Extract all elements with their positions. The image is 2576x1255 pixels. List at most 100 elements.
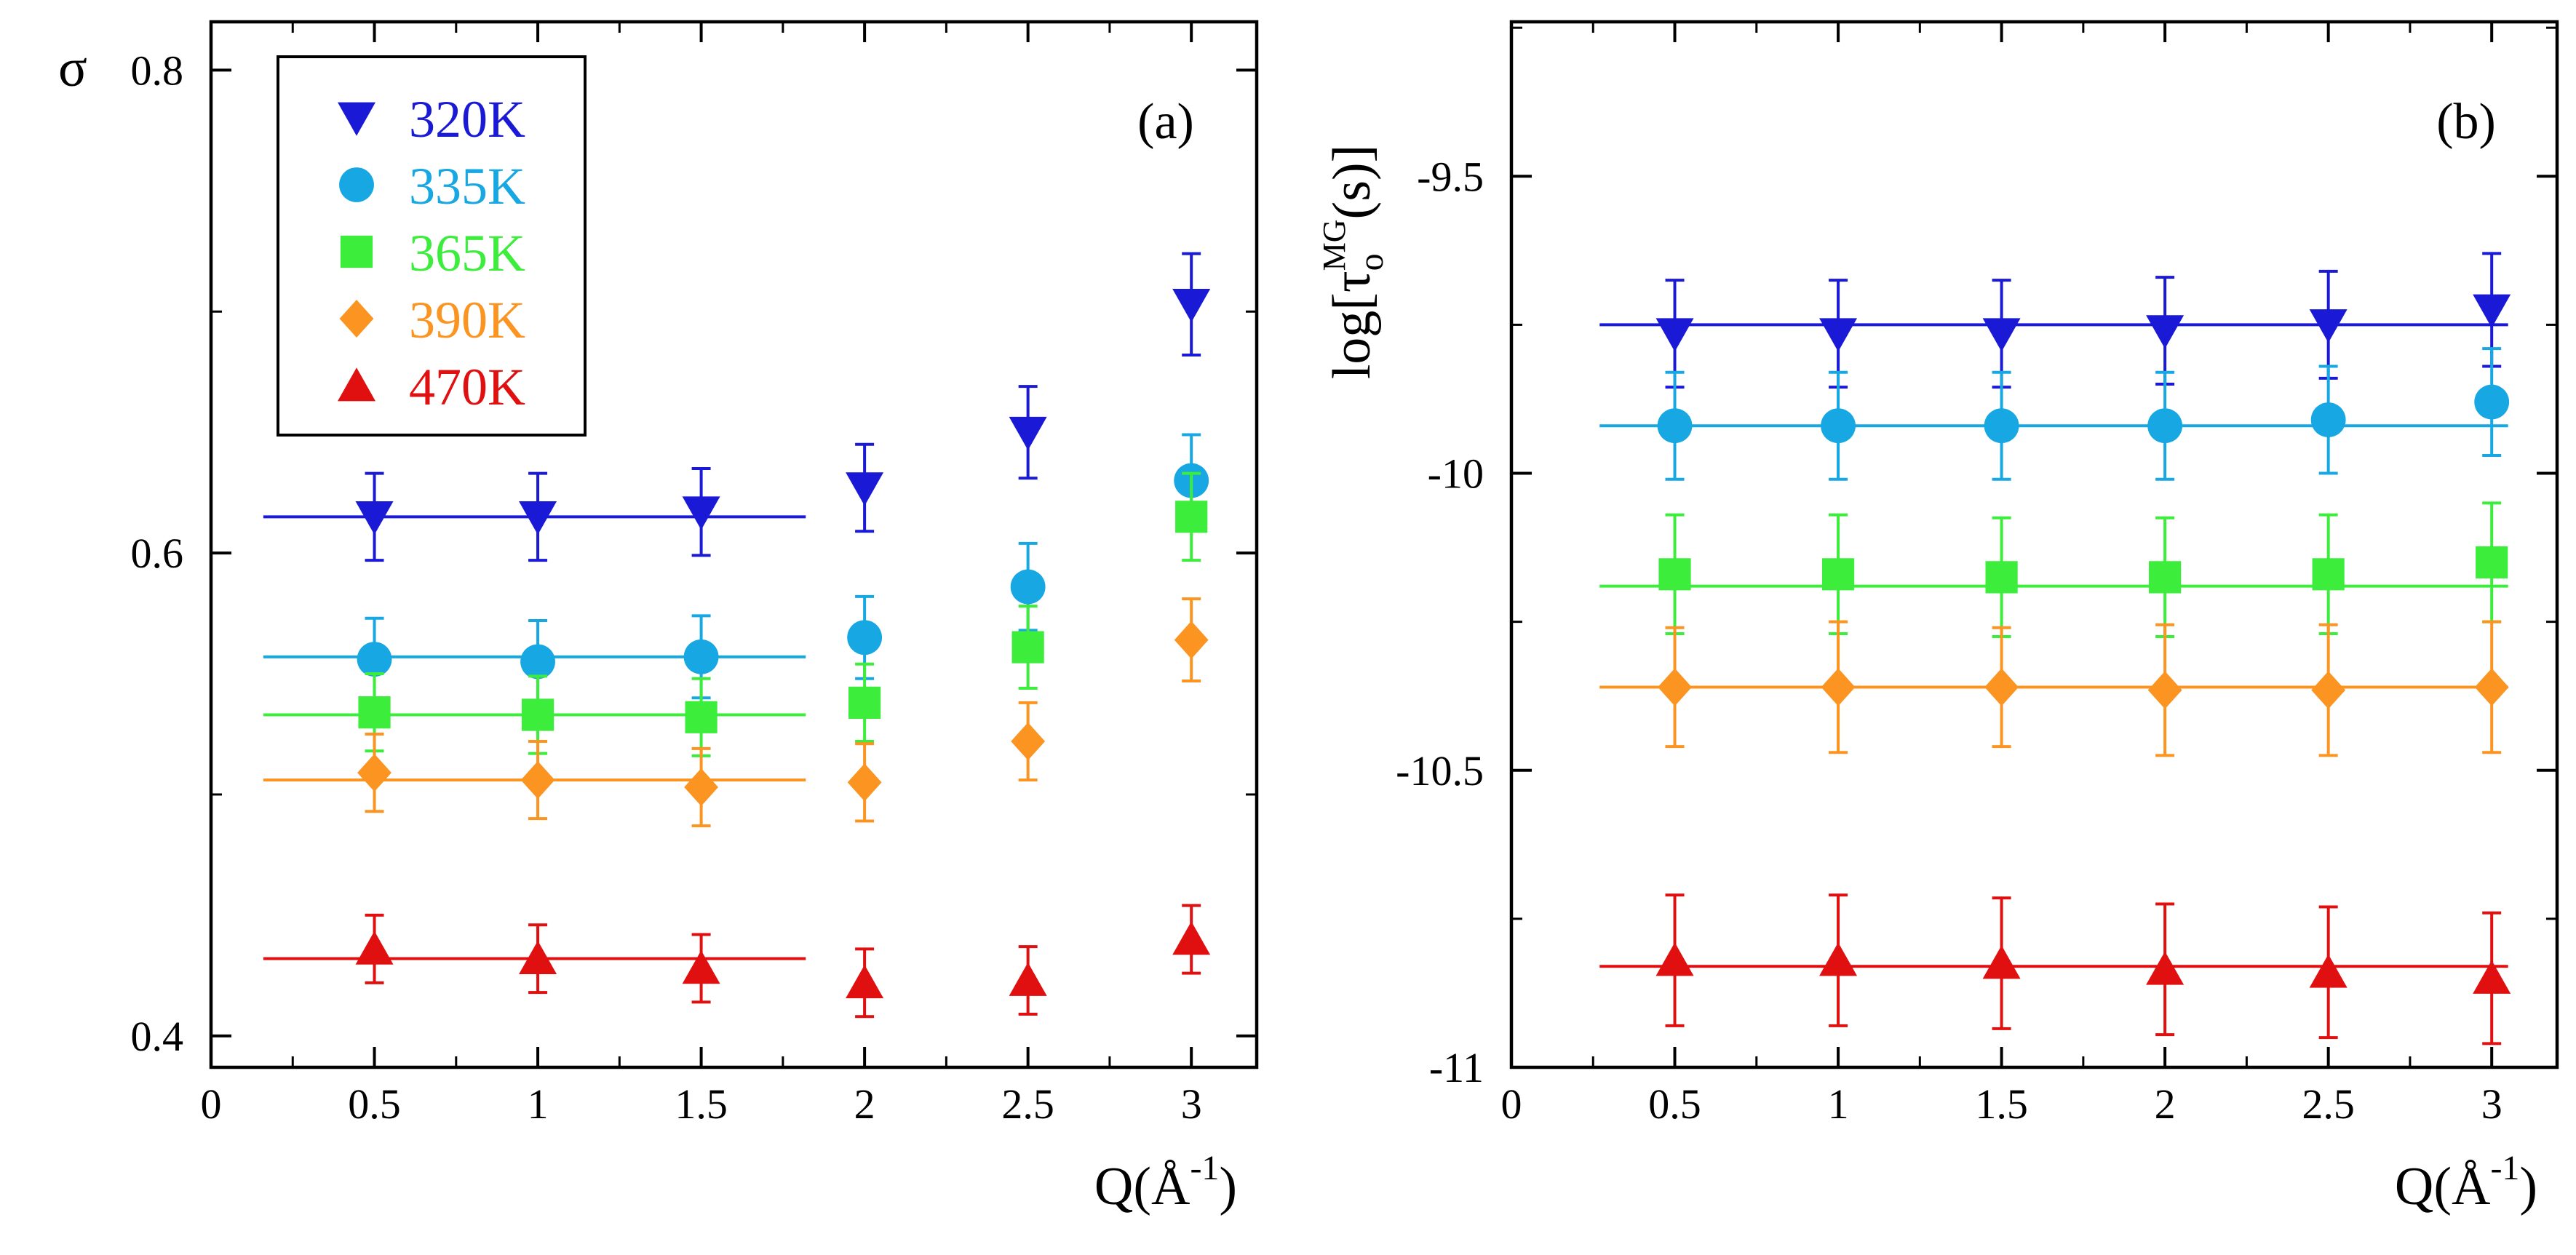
data-point (2474, 668, 2509, 706)
data-point (848, 686, 881, 719)
y-tick-label: 0.8 (131, 47, 184, 94)
data-point (1172, 921, 1211, 955)
x-tick-label: 1.5 (675, 1080, 728, 1128)
series-390K (263, 597, 1209, 828)
data-point (1009, 962, 1047, 996)
y-tick-label: -10 (1428, 450, 1484, 498)
series-470K (1599, 893, 2511, 1045)
plot-frame (1509, 20, 2559, 1069)
data-point (2473, 294, 2511, 328)
panel-b: 0 0.5 1 1.5 2 2.5 3 -11 -10.5 -10 -9.5 (b) Q(Å-1) log… (1316, 20, 2559, 1216)
x-axis-label-main: Q(Å (1094, 1157, 1190, 1216)
data-point (684, 768, 718, 807)
legend-marker (339, 300, 374, 338)
data-point (1982, 318, 2021, 352)
y-tick-label: 0.6 (131, 530, 184, 577)
data-point (683, 639, 719, 674)
legend-marker (339, 167, 374, 202)
data-point (1011, 722, 1046, 760)
x-tick-label: 0.5 (1648, 1080, 1701, 1128)
data-point (847, 620, 883, 656)
x-axis-label: Q(Å-1) (1094, 1149, 1237, 1216)
data-point (846, 472, 884, 506)
y-tick-label: -9.5 (1417, 153, 1484, 200)
data-point (2147, 671, 2182, 709)
data-point (2310, 402, 2346, 437)
data-point (685, 701, 717, 733)
x-tick-label: 2.5 (2302, 1080, 2355, 1128)
panel-label: (a) (1137, 94, 1194, 150)
data-point (521, 698, 554, 731)
data-point (1011, 631, 1044, 664)
y-tick-label: -10.5 (1396, 747, 1484, 794)
data-point (2312, 558, 2345, 591)
data-point (1009, 416, 1047, 450)
data-point (1984, 408, 2019, 444)
data-point (847, 763, 882, 802)
data-point (357, 754, 391, 792)
x-tick-label: 0.5 (348, 1080, 401, 1128)
data-point (1819, 942, 1858, 976)
y-tick-label: -11 (1429, 1044, 1484, 1091)
series-365K (263, 471, 1208, 757)
x-axis-label-tail: ) (1219, 1157, 1237, 1216)
data-point (1172, 288, 1211, 322)
data-point (357, 642, 392, 677)
legend-marker (338, 102, 375, 136)
data-point (2309, 309, 2348, 343)
x-axis-label-sup: -1 (1190, 1149, 1219, 1187)
data-point (2311, 671, 2346, 709)
panel-a: 0 0.5 1 1.5 2 2.5 3 0.4 0.6 0.8 (a) Q(Å-1) σ 320K 335K… (58, 20, 1259, 1216)
data-point (2474, 384, 2510, 420)
y-axis-label-sup: MG (1316, 219, 1352, 271)
y-axis-label-main: log[τ (1322, 271, 1382, 379)
legend-marker (338, 367, 375, 402)
x-tick-label: 0 (201, 1080, 222, 1128)
x-tick-label: 3 (1181, 1080, 1202, 1128)
data-point (519, 501, 557, 535)
series-390K (1599, 620, 2509, 757)
plot-frame (209, 20, 1259, 1069)
x-tick-label: 2 (854, 1080, 875, 1128)
x-tick-label: 3 (2481, 1080, 2503, 1128)
data-point (1657, 408, 1693, 444)
data-point (2476, 546, 2508, 579)
data-point (1655, 942, 1694, 976)
x-axis-label: Q(Å-1) (2395, 1149, 2537, 1216)
data-point (1821, 408, 1856, 444)
series-320K (1599, 252, 2511, 389)
data-point (2149, 561, 2182, 594)
data-point (2146, 315, 2185, 349)
y-axis-label: log[τoMG(s)] (1316, 145, 1391, 380)
x-tick-label: 1.5 (1975, 1080, 2028, 1128)
data-point (520, 644, 555, 680)
data-point (1984, 668, 2019, 706)
data-point (1658, 668, 1692, 706)
y-axis-label: σ (58, 39, 87, 98)
data-point (1174, 621, 1209, 659)
data-point (1985, 561, 2018, 594)
data-point (358, 696, 391, 729)
data-point (1821, 668, 1856, 706)
y-tick-label: 0.4 (131, 1013, 184, 1060)
y-axis-label-sub: o (1352, 253, 1391, 271)
series-365K (1599, 501, 2508, 639)
panel-label: (b) (2436, 94, 2496, 150)
x-tick-label: 0 (1501, 1080, 1522, 1128)
legend-label: 390K (409, 291, 525, 349)
data-point (1655, 318, 1694, 352)
legend-label: 320K (409, 90, 525, 148)
series-470K (263, 904, 1211, 1019)
x-tick-label: 2.5 (1001, 1080, 1054, 1128)
series-335K (1599, 347, 2510, 481)
x-tick-label: 2 (2155, 1080, 2176, 1128)
legend-label: 335K (409, 157, 525, 215)
legend-box (277, 55, 587, 437)
y-axis-label-text: log[τoMG(s)] (1316, 145, 1391, 380)
data-point (682, 950, 720, 984)
data-point (1175, 501, 1208, 533)
x-tick-label: 1 (528, 1080, 549, 1128)
data-point (355, 931, 394, 965)
data-point (519, 940, 557, 974)
legend-label: 365K (409, 224, 525, 282)
